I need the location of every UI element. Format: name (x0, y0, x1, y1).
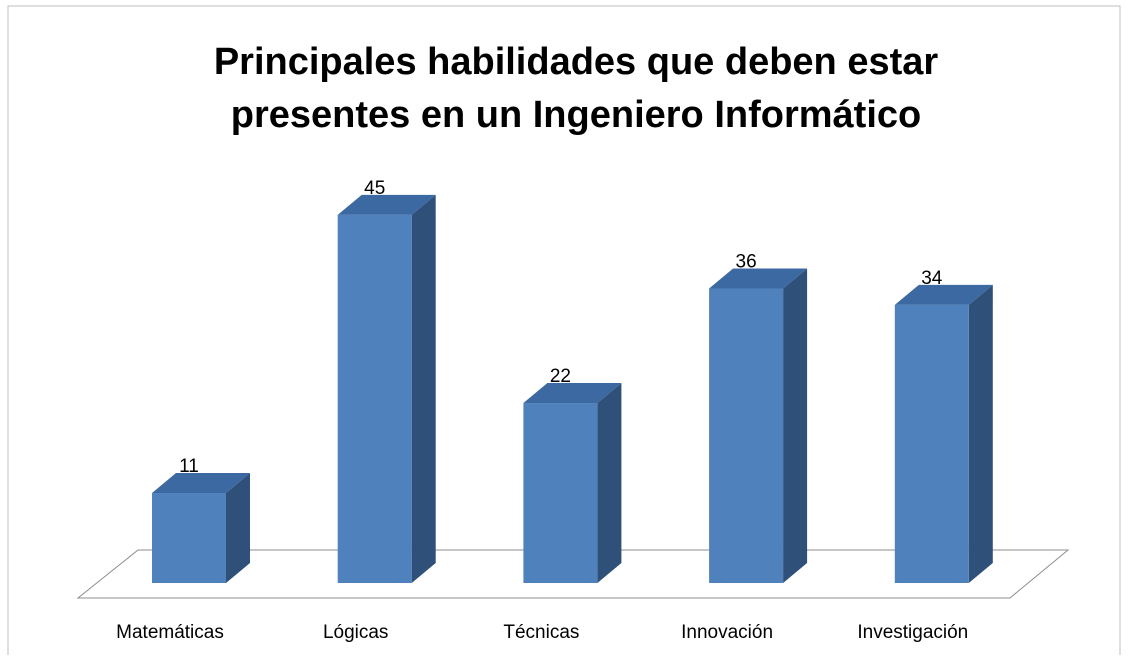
x-tick-label: Matemáticas (116, 622, 224, 643)
x-tick-label: Innovación (681, 622, 773, 643)
x-tick-label: Lógicas (323, 622, 389, 643)
bar-top (894, 284, 993, 305)
data-label: 45 (364, 178, 385, 199)
bar-top (523, 383, 622, 404)
bar-side (597, 383, 622, 583)
bar-top (337, 194, 436, 215)
bar-top (152, 473, 250, 494)
bar-side (783, 268, 808, 583)
data-label: 34 (921, 268, 943, 289)
bar (337, 214, 412, 583)
bar (152, 493, 226, 583)
chart-border (7, 5, 1121, 655)
data-label: 36 (736, 252, 757, 273)
bar-side (411, 194, 436, 583)
bar-side (226, 473, 250, 583)
bar-side (968, 284, 993, 583)
data-label: 11 (179, 456, 199, 477)
bar (894, 304, 969, 583)
bar-top (709, 268, 808, 289)
x-tick-label: Técnicas (503, 622, 579, 643)
x-tick-label: Investigación (857, 622, 968, 643)
chart-title: Principales habilidades que deben estar … (213, 41, 939, 136)
bar (523, 403, 598, 583)
bar (709, 288, 784, 583)
data-label: 22 (550, 366, 571, 387)
